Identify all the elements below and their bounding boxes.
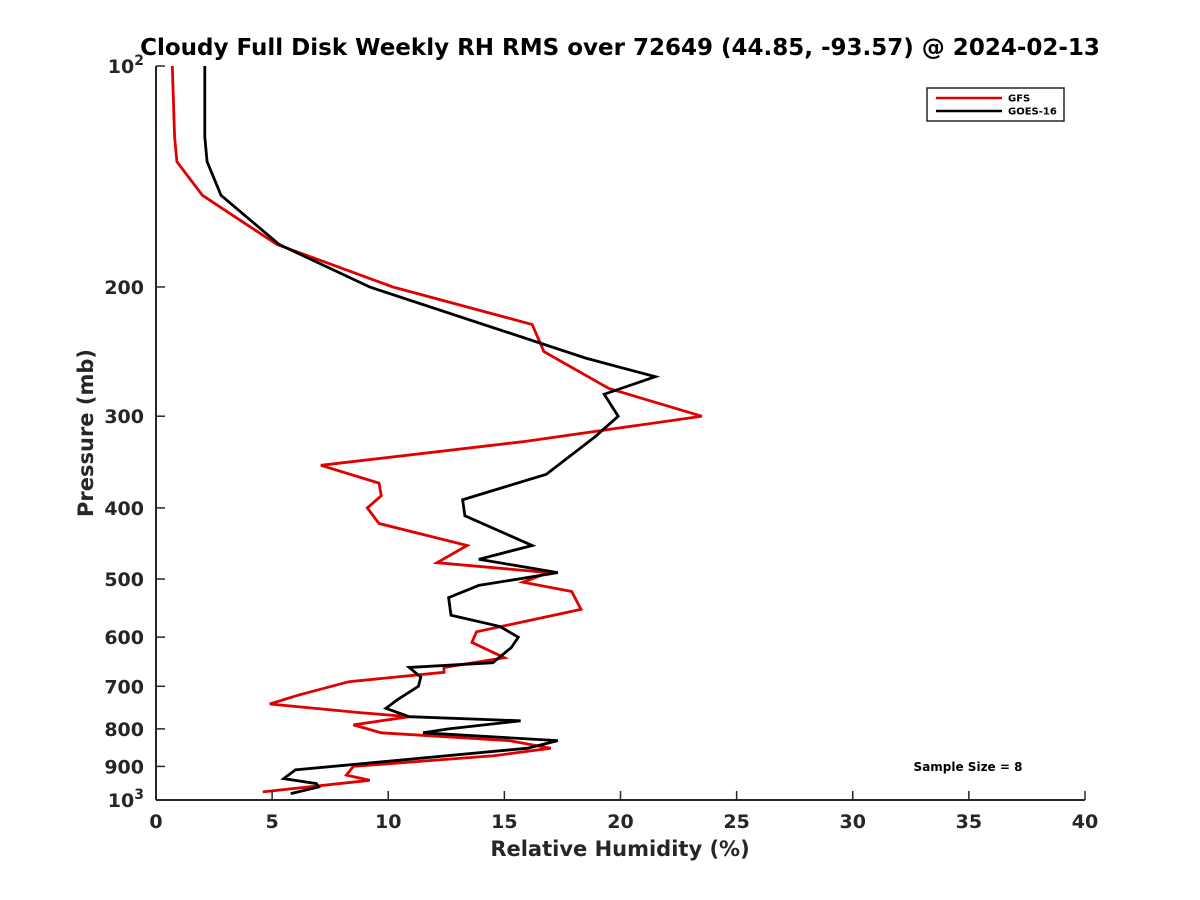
x-axis-ticks: 0 5 10 15 20 25 30 35 40 [149,791,1098,833]
x-tick-label: 20 [607,811,633,833]
legend: GFS GOES-16 [926,87,1065,122]
x-axis-label: Relative Humidity (%) [490,837,749,861]
y-tick-label: 900 [104,756,144,778]
sample-size-annotation: Sample Size = 8 [914,760,1023,774]
y-axis-ticks: 102 200 300 400 500 600 700 800 900 103 [104,53,165,812]
y-tick-label: 200 [104,277,144,299]
series-layer [170,65,703,795]
legend-label-goes16: GOES-16 [1008,107,1057,118]
legend-label-gfs: GFS [1008,94,1030,105]
series-line-gfs [170,65,703,794]
y-tick-label: 800 [104,719,144,741]
plot-frame [156,66,1085,800]
x-tick-label: 15 [491,811,517,833]
x-tick-label: 40 [1072,811,1098,833]
x-tick-label: 25 [723,811,749,833]
series-line-goes16 [203,66,661,795]
x-tick-label: 5 [266,811,279,833]
y-tick-label: 103 [108,787,144,812]
y-tick-label: 400 [104,498,144,520]
x-tick-label: 10 [375,811,401,833]
y-tick-label: 600 [104,627,144,649]
legend-box [926,87,1065,122]
x-tick-label: 35 [956,811,982,833]
y-tick-label: 300 [104,406,144,428]
chart-title: Cloudy Full Disk Weekly RH RMS over 7264… [140,35,1100,61]
x-tick-label: 30 [840,811,866,833]
y-tick-label: 700 [104,676,144,698]
y-axis-label: Pressure (mb) [74,349,98,517]
y-tick-label: 500 [104,569,144,591]
y-tick-label: 102 [108,53,144,78]
x-tick-label: 0 [149,811,162,833]
